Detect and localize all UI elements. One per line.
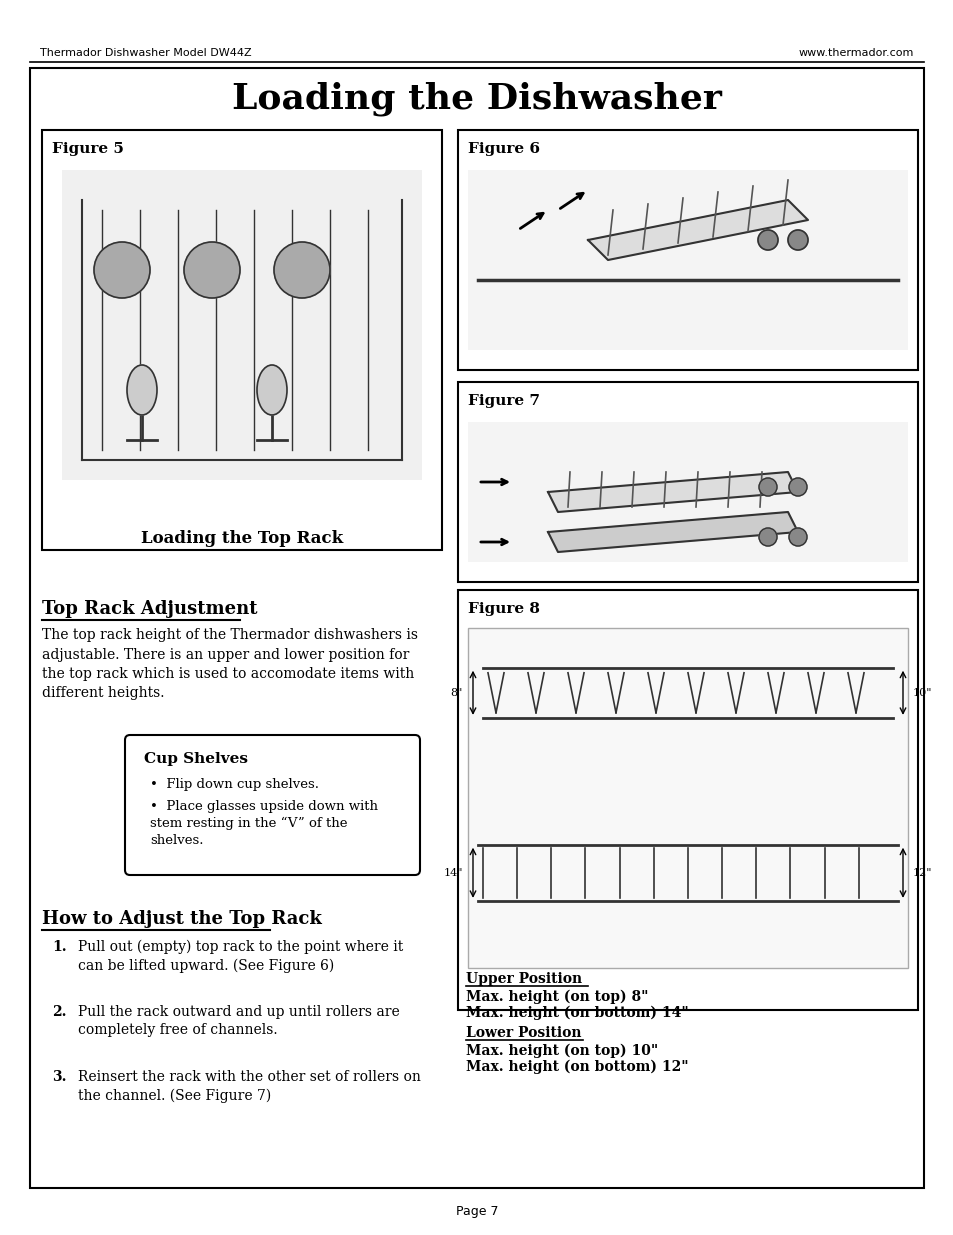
Ellipse shape: [256, 366, 287, 415]
Text: Loading the Top Rack: Loading the Top Rack: [141, 530, 343, 547]
Bar: [468, 629, 907, 968]
Circle shape: [758, 230, 778, 249]
Text: Max. height (on top) 8": Max. height (on top) 8": [465, 990, 648, 1004]
Text: •  Flip down cup shelves.: • Flip down cup shelves.: [150, 778, 318, 790]
Text: 8": 8": [450, 688, 462, 698]
Bar: [457, 382, 917, 582]
Text: Figure 6: Figure 6: [468, 142, 539, 156]
Polygon shape: [587, 200, 807, 261]
Text: Loading the Dishwasher: Loading the Dishwasher: [232, 82, 721, 116]
Text: How to Adjust the Top Rack: How to Adjust the Top Rack: [42, 910, 321, 927]
Bar: [468, 422, 907, 562]
FancyBboxPatch shape: [125, 735, 419, 876]
Text: Lower Position: Lower Position: [465, 1026, 581, 1040]
Text: 3.: 3.: [52, 1070, 67, 1084]
Text: Max. height (on top) 10": Max. height (on top) 10": [465, 1044, 658, 1058]
Text: •  Place glasses upside down with
stem resting in the “V” of the
shelves.: • Place glasses upside down with stem re…: [150, 800, 377, 847]
Circle shape: [184, 242, 240, 298]
Text: The top rack height of the Thermador dishwashers is
adjustable. There is an uppe: The top rack height of the Thermador dis…: [42, 629, 417, 700]
Circle shape: [94, 242, 150, 298]
Polygon shape: [547, 472, 797, 513]
Ellipse shape: [127, 366, 157, 415]
Text: Thermador Dishwasher Model DW44Z: Thermador Dishwasher Model DW44Z: [40, 48, 252, 58]
Text: Top Rack Adjustment: Top Rack Adjustment: [42, 600, 257, 618]
Text: Figure 7: Figure 7: [468, 394, 539, 408]
Circle shape: [759, 478, 776, 496]
Text: Cup Shelves: Cup Shelves: [144, 752, 248, 766]
Circle shape: [788, 478, 806, 496]
Text: Figure 8: Figure 8: [468, 601, 539, 616]
Text: 14": 14": [443, 868, 462, 878]
Text: Max. height (on bottom) 12": Max. height (on bottom) 12": [465, 1060, 688, 1074]
Bar: [457, 130, 917, 370]
Text: 1.: 1.: [52, 940, 67, 953]
Text: Pull the rack outward and up until rollers are
completely free of channels.: Pull the rack outward and up until rolle…: [78, 1005, 399, 1037]
Circle shape: [759, 529, 776, 546]
Bar: [457, 590, 917, 1010]
Text: Reinsert the rack with the other set of rollers on
the channel. (See Figure 7): Reinsert the rack with the other set of …: [78, 1070, 420, 1103]
Text: Figure 5: Figure 5: [52, 142, 124, 156]
Bar: [468, 170, 907, 350]
Text: Pull out (empty) top rack to the point where it
can be lifted upward. (See Figur: Pull out (empty) top rack to the point w…: [78, 940, 403, 973]
Text: Page 7: Page 7: [456, 1205, 497, 1218]
Circle shape: [274, 242, 330, 298]
Circle shape: [788, 529, 806, 546]
Circle shape: [787, 230, 807, 249]
Bar: [42, 130, 441, 550]
Polygon shape: [547, 513, 797, 552]
Text: Max. height (on bottom) 14": Max. height (on bottom) 14": [465, 1007, 688, 1020]
Text: 12": 12": [912, 868, 931, 878]
Bar: [62, 170, 421, 480]
Text: Upper Position: Upper Position: [465, 972, 581, 986]
Text: 2.: 2.: [52, 1005, 67, 1019]
Text: www.thermador.com: www.thermador.com: [798, 48, 913, 58]
Text: 10": 10": [912, 688, 931, 698]
